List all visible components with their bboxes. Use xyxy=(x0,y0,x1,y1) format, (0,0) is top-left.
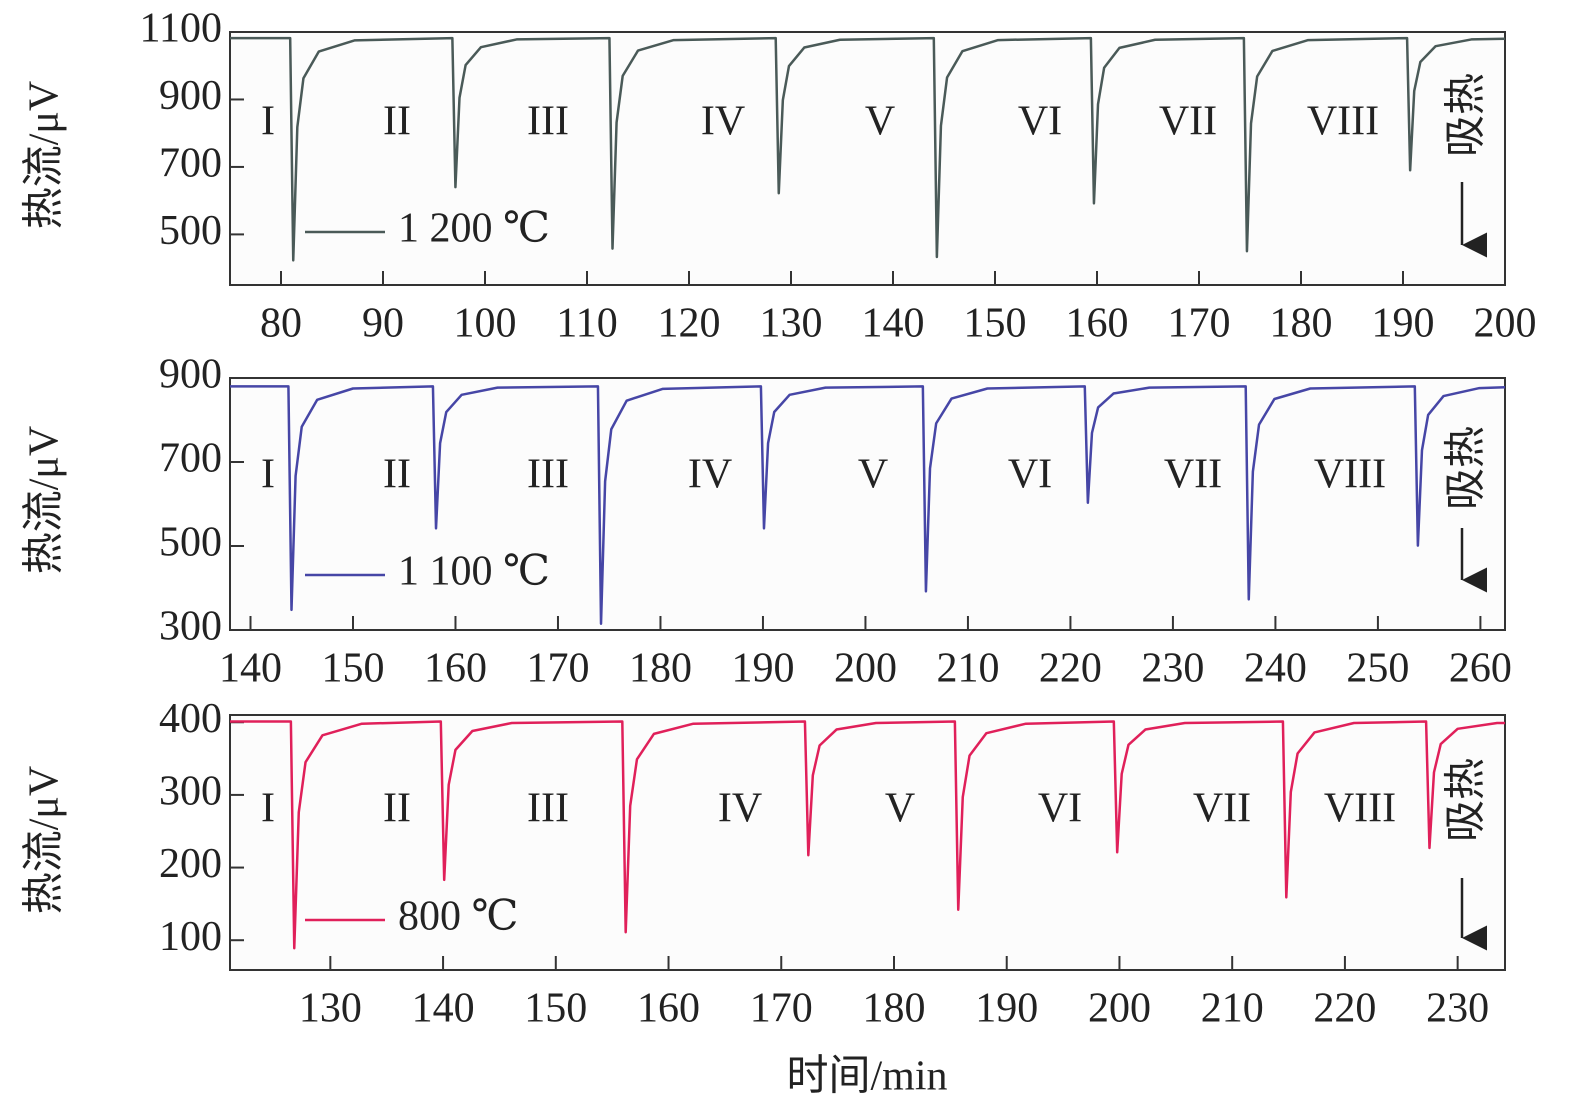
x-tick-label: 140 xyxy=(862,301,925,347)
cycle-label: V xyxy=(885,786,915,832)
cycle-label: III xyxy=(527,786,569,832)
y-tick-label: 1100 xyxy=(140,6,222,52)
x-tick-label: 80 xyxy=(260,301,302,347)
x-tick-label: 220 xyxy=(1313,986,1376,1032)
cycle-label: VII xyxy=(1193,786,1251,832)
cycle-label: III xyxy=(527,99,569,145)
x-tick-label: 170 xyxy=(750,986,813,1032)
plot-area xyxy=(229,377,1506,631)
legend-label: 1 100 ℃ xyxy=(398,549,550,595)
x-axis-label: 时间/min xyxy=(786,1054,947,1100)
cycle-label: I xyxy=(261,786,275,832)
endotherm-note: 吸热 xyxy=(1444,758,1490,842)
cycle-label: II xyxy=(383,452,411,498)
cycle-label: VIII xyxy=(1314,452,1386,498)
x-tick-label: 260 xyxy=(1449,646,1512,692)
x-tick-label: 210 xyxy=(936,646,999,692)
x-tick-label: 140 xyxy=(412,986,475,1032)
data-line xyxy=(230,36,1506,262)
panel: 100 200 300 400 130 140 150 160 170 180 190 200 210 2… xyxy=(22,696,1506,1100)
y-tick-label: 900 xyxy=(159,352,222,398)
x-tick-label: 170 xyxy=(1168,301,1231,347)
y-tick-label: 300 xyxy=(159,604,222,650)
plot-area xyxy=(229,31,1506,286)
x-tick-label: 160 xyxy=(637,986,700,1032)
cycle-label: IV xyxy=(701,99,745,145)
x-tick-label: 190 xyxy=(1372,301,1435,347)
x-tick-label: 120 xyxy=(658,301,721,347)
cycle-label: V xyxy=(858,452,888,498)
x-tick-label: 130 xyxy=(299,986,362,1032)
y-tick-label: 100 xyxy=(159,914,222,960)
legend-label: 1 200 ℃ xyxy=(398,206,550,252)
legend-label: 800 ℃ xyxy=(398,894,518,940)
cycle-label: I xyxy=(261,452,275,498)
x-tick-label: 100 xyxy=(454,301,517,347)
x-tick-label: 250 xyxy=(1346,646,1409,692)
x-tick-label: 180 xyxy=(1270,301,1333,347)
data-line xyxy=(230,720,1505,950)
x-tick-label: 220 xyxy=(1039,646,1102,692)
x-tick-label: 130 xyxy=(760,301,823,347)
cycle-label: VIII xyxy=(1307,99,1379,145)
cycle-label: IV xyxy=(688,452,732,498)
y-axis-label: 热流/μV xyxy=(22,81,68,230)
x-tick-label: 150 xyxy=(524,986,587,1032)
cycle-label: VIII xyxy=(1324,786,1396,832)
x-tick-label: 190 xyxy=(731,646,794,692)
x-tick-label: 200 xyxy=(1474,301,1537,347)
x-tick-label: 180 xyxy=(629,646,692,692)
y-tick-label: 200 xyxy=(159,841,222,887)
y-tick-label: 400 xyxy=(159,696,222,742)
x-tick-label: 200 xyxy=(834,646,897,692)
x-tick-label: 240 xyxy=(1244,646,1307,692)
cycle-label: VII xyxy=(1164,452,1222,498)
cycle-label: VI xyxy=(1018,99,1062,145)
x-tick-label: 140 xyxy=(219,646,282,692)
y-tick-label: 700 xyxy=(159,141,222,187)
x-tick-label: 110 xyxy=(556,301,617,347)
x-tick-label: 150 xyxy=(321,646,384,692)
cycle-label: II xyxy=(383,786,411,832)
cycle-label: VII xyxy=(1159,99,1217,145)
cycle-label: III xyxy=(527,452,569,498)
y-tick-label: 700 xyxy=(159,436,222,482)
x-tick-label: 170 xyxy=(526,646,589,692)
cycle-label: VI xyxy=(1008,452,1052,498)
x-tick-label: 160 xyxy=(424,646,487,692)
panel: 500 700 900 1100 80 90 100 110 120 130 140 150 160 17… xyxy=(22,6,1537,347)
x-tick-label: 150 xyxy=(964,301,1027,347)
cycle-label: VI xyxy=(1038,786,1082,832)
y-tick-label: 500 xyxy=(159,208,222,254)
x-tick-label: 230 xyxy=(1141,646,1204,692)
x-tick-label: 180 xyxy=(862,986,925,1032)
y-axis-label: 热流/μV xyxy=(22,426,68,575)
panel: 300 500 700 900 140 150 160 170 180 190 200 210 220 2… xyxy=(22,352,1512,692)
y-tick-label: 900 xyxy=(159,73,222,119)
cycle-label: IV xyxy=(718,786,762,832)
cycle-label: I xyxy=(261,99,275,145)
x-tick-label: 90 xyxy=(362,301,404,347)
x-tick-label: 200 xyxy=(1088,986,1151,1032)
cycle-label: II xyxy=(383,99,411,145)
x-tick-label: 210 xyxy=(1201,986,1264,1032)
data-line xyxy=(230,385,1506,625)
x-tick-label: 190 xyxy=(975,986,1038,1032)
y-axis-label: 热流/μV xyxy=(22,766,68,915)
cycle-label: V xyxy=(865,99,895,145)
y-tick-label: 300 xyxy=(159,769,222,815)
endotherm-note: 吸热 xyxy=(1444,73,1490,157)
x-tick-label: 230 xyxy=(1426,986,1489,1032)
x-tick-label: 160 xyxy=(1066,301,1129,347)
y-tick-label: 500 xyxy=(159,520,222,566)
endotherm-note: 吸热 xyxy=(1444,426,1490,510)
